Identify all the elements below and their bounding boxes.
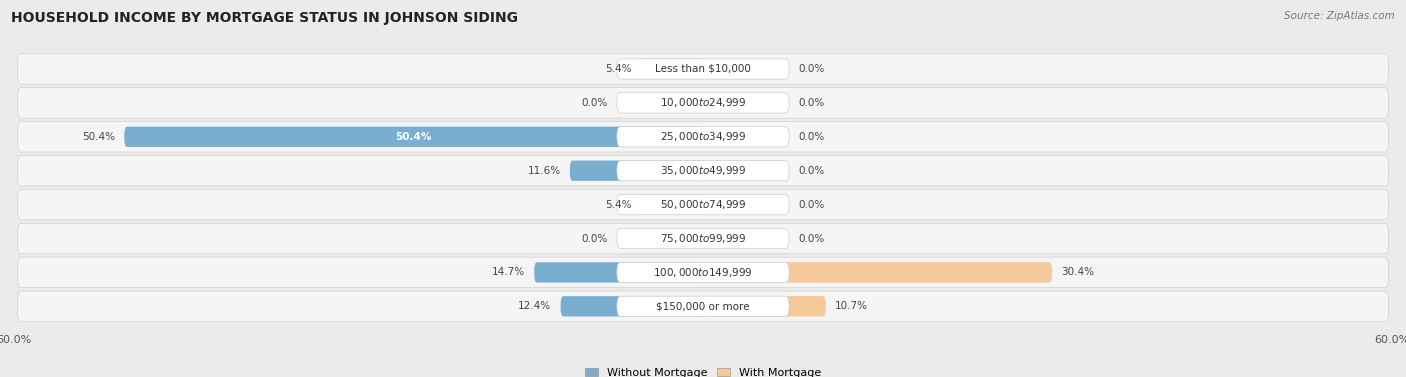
Legend: Without Mortgage, With Mortgage: Without Mortgage, With Mortgage: [585, 368, 821, 377]
FancyBboxPatch shape: [17, 54, 1389, 84]
Text: $75,000 to $99,999: $75,000 to $99,999: [659, 232, 747, 245]
Text: 0.0%: 0.0%: [799, 166, 824, 176]
Text: 50.4%: 50.4%: [395, 132, 432, 142]
FancyBboxPatch shape: [703, 262, 1052, 283]
FancyBboxPatch shape: [617, 296, 789, 317]
Text: 0.0%: 0.0%: [799, 233, 824, 244]
Text: $25,000 to $34,999: $25,000 to $34,999: [659, 130, 747, 143]
Text: 0.0%: 0.0%: [799, 64, 824, 74]
Text: 0.0%: 0.0%: [799, 98, 824, 108]
Text: 50.4%: 50.4%: [82, 132, 115, 142]
FancyBboxPatch shape: [17, 155, 1389, 186]
FancyBboxPatch shape: [17, 189, 1389, 220]
Text: 0.0%: 0.0%: [582, 233, 607, 244]
FancyBboxPatch shape: [124, 127, 703, 147]
FancyBboxPatch shape: [17, 257, 1389, 288]
Text: 5.4%: 5.4%: [606, 199, 631, 210]
Text: 30.4%: 30.4%: [1062, 267, 1094, 277]
FancyBboxPatch shape: [617, 161, 789, 181]
Text: $150,000 or more: $150,000 or more: [657, 301, 749, 311]
FancyBboxPatch shape: [569, 161, 703, 181]
FancyBboxPatch shape: [617, 127, 789, 147]
FancyBboxPatch shape: [17, 223, 1389, 254]
FancyBboxPatch shape: [17, 87, 1389, 118]
FancyBboxPatch shape: [17, 291, 1389, 322]
FancyBboxPatch shape: [561, 296, 703, 317]
FancyBboxPatch shape: [641, 195, 703, 215]
FancyBboxPatch shape: [617, 93, 789, 113]
Text: Less than $10,000: Less than $10,000: [655, 64, 751, 74]
FancyBboxPatch shape: [641, 59, 703, 79]
Text: 5.4%: 5.4%: [606, 64, 631, 74]
Text: 11.6%: 11.6%: [527, 166, 561, 176]
FancyBboxPatch shape: [17, 121, 1389, 152]
FancyBboxPatch shape: [703, 296, 825, 317]
Text: 14.7%: 14.7%: [492, 267, 524, 277]
Text: 10.7%: 10.7%: [835, 301, 868, 311]
Text: $35,000 to $49,999: $35,000 to $49,999: [659, 164, 747, 177]
Text: HOUSEHOLD INCOME BY MORTGAGE STATUS IN JOHNSON SIDING: HOUSEHOLD INCOME BY MORTGAGE STATUS IN J…: [11, 11, 519, 25]
Text: Source: ZipAtlas.com: Source: ZipAtlas.com: [1284, 11, 1395, 21]
FancyBboxPatch shape: [617, 195, 789, 215]
FancyBboxPatch shape: [534, 262, 703, 283]
FancyBboxPatch shape: [617, 59, 789, 79]
Text: $100,000 to $149,999: $100,000 to $149,999: [654, 266, 752, 279]
Text: 0.0%: 0.0%: [799, 199, 824, 210]
Text: $10,000 to $24,999: $10,000 to $24,999: [659, 97, 747, 109]
Text: 0.0%: 0.0%: [799, 132, 824, 142]
Text: 0.0%: 0.0%: [582, 98, 607, 108]
Text: $50,000 to $74,999: $50,000 to $74,999: [659, 198, 747, 211]
FancyBboxPatch shape: [617, 228, 789, 249]
Text: 12.4%: 12.4%: [519, 301, 551, 311]
FancyBboxPatch shape: [617, 262, 789, 283]
